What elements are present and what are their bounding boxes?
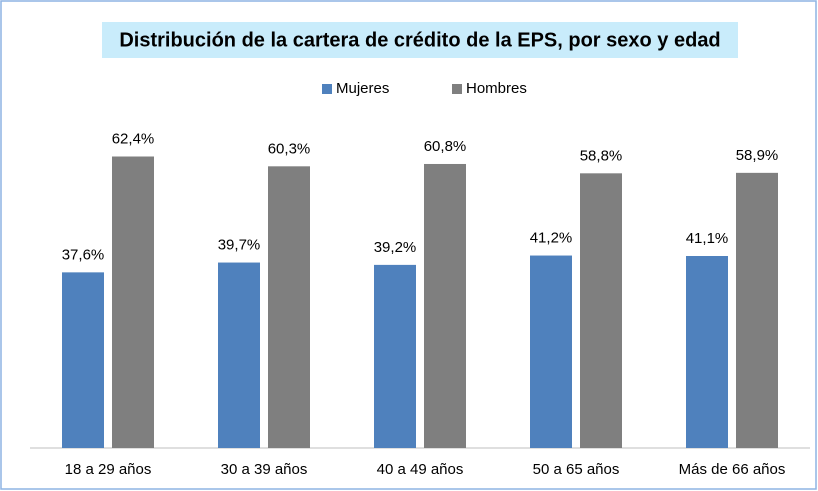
bar [424, 163, 466, 448]
data-label: 60,8% [424, 138, 467, 155]
x-tick-label: 18 a 29 años [65, 461, 152, 478]
data-label: 60,3% [268, 140, 311, 157]
data-label: 39,7% [218, 237, 261, 254]
bar [218, 262, 260, 448]
legend-label: Mujeres [336, 80, 389, 97]
bar [268, 166, 310, 448]
x-tick-label: 30 a 39 años [221, 461, 308, 478]
bar [580, 173, 622, 448]
bar [62, 272, 104, 448]
title-box [102, 22, 738, 58]
data-label: 41,2% [530, 230, 573, 247]
x-tick-label: 50 a 65 años [533, 461, 620, 478]
data-label: 58,8% [580, 147, 623, 164]
data-label: 58,9% [736, 147, 779, 164]
legend-swatch [322, 84, 332, 94]
x-tick-label: Más de 66 años [679, 461, 786, 478]
bar [736, 172, 778, 449]
data-label: 37,6% [62, 246, 105, 263]
bar [686, 256, 728, 448]
bar [530, 255, 572, 448]
bar [112, 156, 154, 448]
x-tick-label: 40 a 49 años [377, 461, 464, 478]
data-label: 62,4% [112, 130, 155, 147]
bar [374, 264, 416, 448]
chart-title: Distribución de la cartera de crédito de… [119, 29, 720, 51]
legend-label: Hombres [466, 80, 527, 97]
legend-swatch [452, 84, 462, 94]
data-label: 39,2% [374, 239, 417, 256]
data-label: 41,1% [686, 230, 729, 247]
